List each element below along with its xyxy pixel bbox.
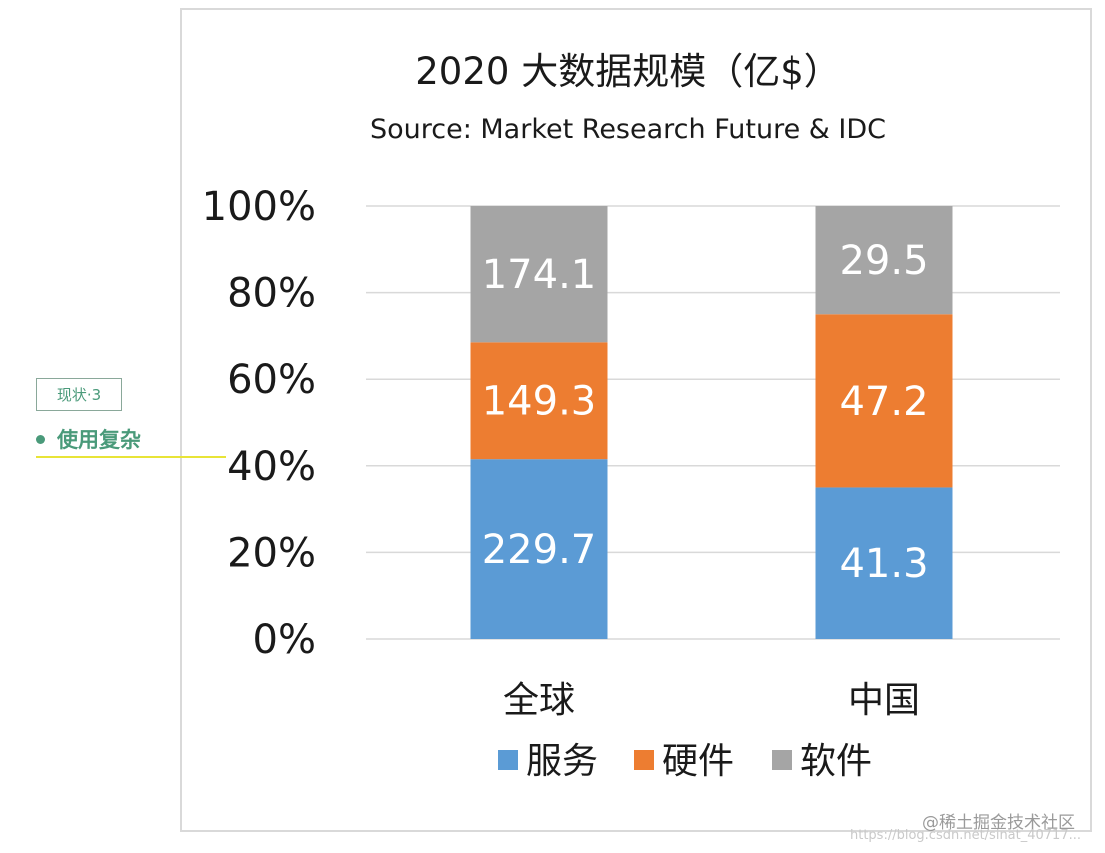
- grid-layer: [366, 205, 1060, 640]
- y-tick-label: 60%: [227, 357, 316, 403]
- y-tick-label: 20%: [227, 530, 316, 576]
- legend-label: 硬件: [662, 741, 734, 782]
- y-tick-label: 0%: [253, 617, 316, 663]
- y-tick-label: 80%: [227, 271, 316, 317]
- legend: 服务 硬件 软件: [498, 741, 872, 782]
- status-tag: 现状·3: [36, 378, 122, 411]
- bar-segment: [470, 206, 608, 343]
- data-label: 41.3: [839, 541, 928, 587]
- status-tag-label: 现状·3: [56, 386, 102, 404]
- pointer-line: [36, 456, 226, 458]
- bar-segment: [815, 314, 953, 488]
- y-tick-label: 40%: [227, 444, 316, 490]
- data-labels: 229.7 149.3 174.1 41.3 47.2 29.5: [482, 238, 929, 587]
- chart-subtitle: Source: Market Research Future & IDC: [370, 114, 886, 145]
- y-axis-ticks: 0% 20% 40% 60% 80% 100%: [202, 184, 316, 663]
- data-label: 149.3: [482, 379, 597, 425]
- data-label: 47.2: [839, 379, 928, 425]
- data-label: 174.1: [482, 252, 597, 298]
- chart-frame: 2020 大数据规模（亿$） Source: Market Research F…: [180, 8, 1092, 832]
- data-label: 29.5: [839, 238, 928, 284]
- x-axis-categories: 全球 中国: [503, 680, 920, 721]
- legend-label: 软件: [800, 741, 872, 782]
- watermark-url: https://blog.csdn.net/sinat_40717...: [850, 828, 1081, 843]
- bullet-text: 使用复杂: [57, 428, 141, 452]
- legend-swatch: [498, 750, 518, 770]
- watermark: @稀土掘金技术社区: [922, 813, 1075, 833]
- bar-segment: [815, 487, 953, 639]
- bullet-dot-icon: [36, 434, 45, 444]
- x-category-label: 中国: [848, 680, 920, 721]
- chart-svg: 2020 大数据规模（亿$） Source: Market Research F…: [202, 50, 1060, 782]
- bullet-item: 使用复杂: [36, 424, 141, 454]
- x-category-label: 全球: [503, 680, 575, 721]
- y-tick-label: 100%: [202, 184, 316, 230]
- bars: [470, 206, 953, 639]
- legend-label: 服务: [526, 741, 598, 782]
- legend-swatch: [634, 750, 654, 770]
- data-label: 229.7: [482, 527, 597, 573]
- legend-swatch: [772, 750, 792, 770]
- bar-segment: [470, 342, 608, 460]
- chart-title: 2020 大数据规模（亿$）: [415, 50, 840, 93]
- bar-segment: [815, 206, 953, 315]
- bar-segment: [470, 459, 608, 639]
